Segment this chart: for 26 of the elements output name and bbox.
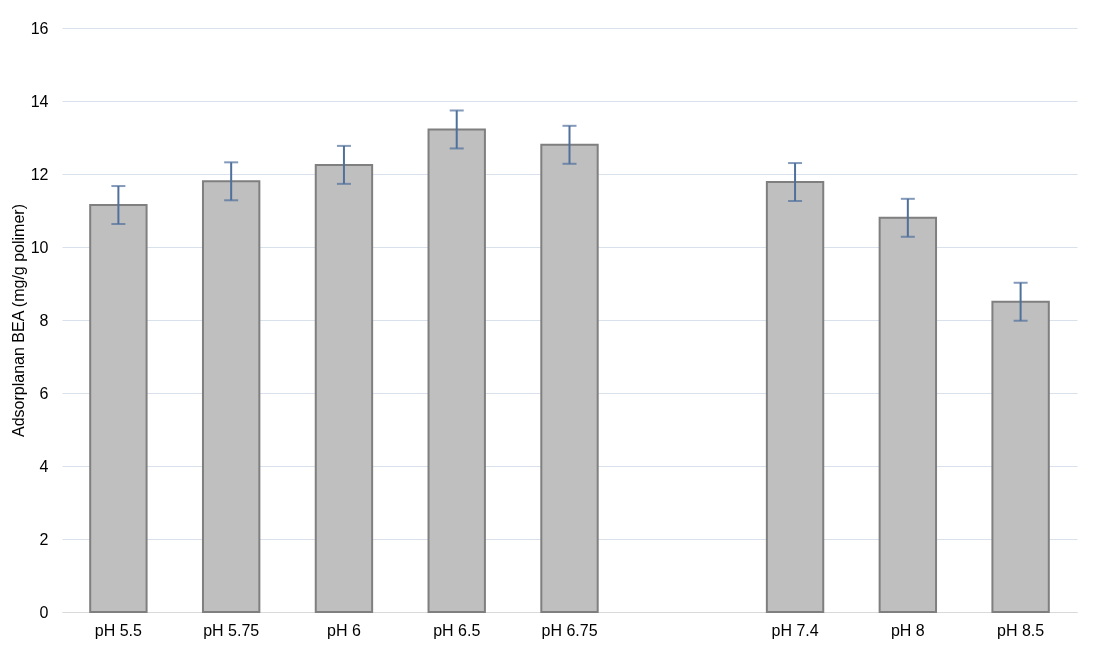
bar <box>540 143 599 613</box>
y-tick-label: 6 <box>39 384 49 402</box>
bar <box>878 216 938 613</box>
y-tick-label: 16 <box>30 19 49 37</box>
x-tick-label: pH 5.75 <box>203 621 260 639</box>
x-tick-label: pH 6 <box>327 621 361 639</box>
y-tick-label: 8 <box>39 311 49 329</box>
bar <box>314 163 374 613</box>
bar <box>89 204 148 613</box>
x-tick-label: pH 6.5 <box>433 621 481 639</box>
x-tick-label: pH 6.75 <box>541 621 598 639</box>
y-tick-label: 2 <box>39 530 49 548</box>
bar <box>201 180 261 613</box>
y-tick-label: 14 <box>30 92 49 110</box>
x-tick-label: pH 8.5 <box>997 621 1045 639</box>
y-tick-label: 10 <box>30 238 49 256</box>
y-tick-label: 4 <box>39 457 49 475</box>
x-tick-label: pH 8 <box>890 621 925 639</box>
bar <box>765 181 825 613</box>
y-tick-label: 12 <box>30 165 49 183</box>
x-tick-label: pH 7.4 <box>771 621 819 639</box>
y-axis-title: Adsorplanan BEA (mg/g polimer) <box>9 204 27 437</box>
bar <box>427 128 486 613</box>
bar <box>991 300 1050 613</box>
x-tick-label: pH 5.5 <box>94 621 143 639</box>
y-tick-label: 0 <box>39 603 49 621</box>
